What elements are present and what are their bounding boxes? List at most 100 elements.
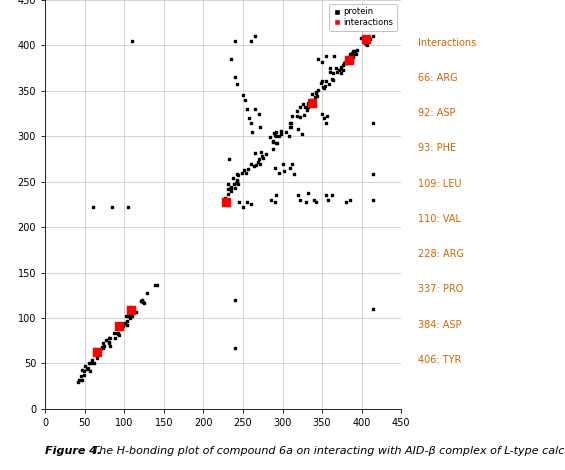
- Point: [224, 155, 233, 163]
- Point: [98, 339, 107, 347]
- Point: [246, 161, 255, 168]
- Point: [349, 49, 358, 56]
- Point: [223, 191, 232, 198]
- Point: [321, 53, 331, 60]
- Point: [286, 119, 295, 126]
- Point: [238, 92, 247, 99]
- Point: [137, 297, 146, 304]
- Point: [88, 204, 97, 211]
- Point: [231, 179, 240, 187]
- Point: [308, 90, 317, 98]
- Point: [272, 192, 281, 199]
- Point: [114, 331, 123, 338]
- Point: [311, 198, 320, 205]
- Point: [350, 47, 359, 55]
- Point: [232, 177, 241, 185]
- Point: [282, 128, 291, 135]
- Point: [362, 36, 371, 43]
- Point: [221, 198, 230, 205]
- Point: [254, 110, 263, 118]
- Point: [90, 359, 99, 367]
- Point: [270, 164, 279, 172]
- Point: [227, 183, 236, 190]
- Point: [257, 148, 266, 156]
- Point: [106, 342, 115, 349]
- Point: [357, 34, 366, 41]
- Point: [246, 201, 255, 208]
- Point: [105, 334, 114, 341]
- Point: [85, 360, 94, 367]
- Point: [362, 35, 371, 43]
- Point: [338, 67, 347, 74]
- Point: [96, 345, 105, 352]
- Point: [327, 192, 336, 199]
- Point: [237, 169, 246, 176]
- Point: [241, 169, 250, 176]
- Point: [307, 99, 316, 106]
- Text: 337: PRO: 337: PRO: [418, 284, 463, 294]
- Point: [336, 65, 345, 73]
- Point: [298, 130, 307, 137]
- Point: [233, 172, 242, 179]
- Point: [125, 304, 134, 311]
- Point: [104, 338, 113, 346]
- Point: [230, 185, 239, 192]
- Point: [255, 160, 264, 168]
- Point: [224, 186, 233, 193]
- Point: [250, 32, 259, 40]
- Point: [277, 130, 286, 138]
- Point: [271, 131, 280, 139]
- Point: [294, 192, 303, 199]
- Point: [369, 196, 378, 204]
- Point: [349, 50, 358, 58]
- Point: [310, 196, 319, 204]
- Point: [73, 378, 82, 386]
- Point: [334, 66, 344, 74]
- Point: [306, 97, 315, 105]
- Point: [93, 348, 102, 355]
- Point: [234, 198, 244, 205]
- Point: [256, 124, 265, 131]
- Point: [348, 49, 357, 57]
- Point: [227, 55, 236, 63]
- Point: [268, 139, 277, 146]
- Text: The H-bonding plot of compound 6a on interacting with AID-β complex of L-type ca: The H-bonding plot of compound 6a on int…: [89, 446, 565, 456]
- Point: [76, 373, 85, 380]
- Point: [360, 34, 370, 41]
- Point: [231, 73, 240, 81]
- Point: [121, 312, 131, 320]
- Point: [303, 103, 312, 111]
- Point: [152, 282, 161, 289]
- Point: [342, 58, 351, 66]
- Point: [363, 34, 372, 42]
- Point: [299, 100, 308, 108]
- Point: [344, 56, 353, 63]
- Point: [274, 169, 283, 176]
- Point: [351, 49, 360, 57]
- Point: [324, 80, 333, 87]
- Point: [120, 319, 129, 326]
- Point: [301, 103, 310, 110]
- Point: [316, 79, 325, 86]
- Point: [138, 298, 147, 306]
- Point: [77, 376, 86, 384]
- Point: [150, 281, 159, 288]
- Point: [82, 365, 91, 372]
- Point: [295, 113, 304, 120]
- Point: [344, 53, 353, 60]
- Point: [231, 344, 240, 352]
- Point: [233, 171, 242, 178]
- Point: [295, 196, 305, 204]
- Point: [244, 165, 253, 172]
- Point: [136, 297, 145, 305]
- Point: [102, 337, 111, 344]
- Point: [286, 164, 295, 172]
- Point: [360, 39, 370, 47]
- Point: [293, 107, 302, 114]
- Point: [83, 364, 92, 372]
- Point: [349, 54, 358, 61]
- Point: [240, 96, 249, 104]
- Point: [228, 174, 237, 182]
- Point: [286, 124, 295, 131]
- Point: [268, 145, 277, 153]
